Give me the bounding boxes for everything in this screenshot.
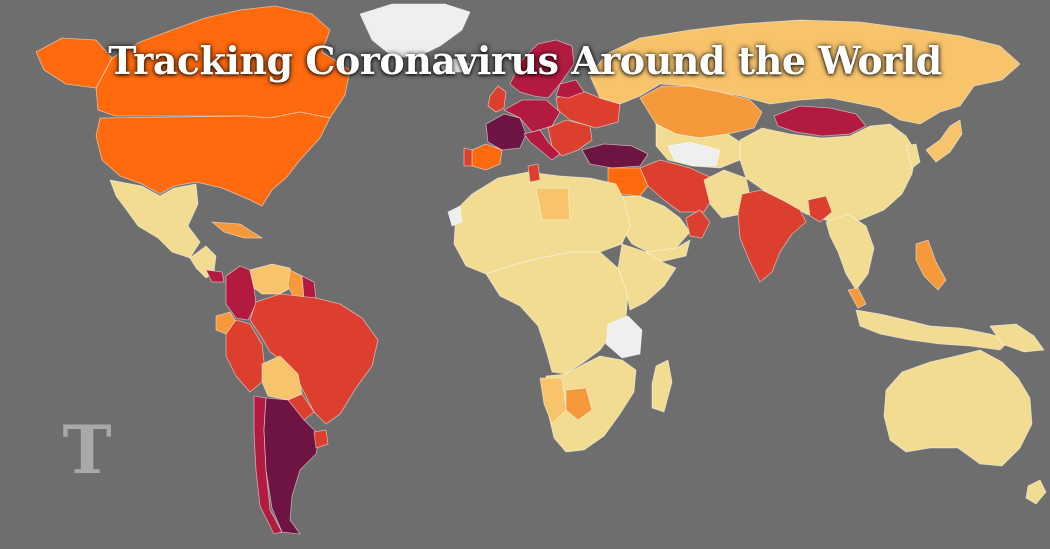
region-united-kingdom [487,85,507,113]
region-papua-new-guinea [989,323,1045,353]
region-balkans [547,119,593,157]
region-namibia [539,377,567,425]
region-alaska [35,37,113,89]
region-north-africa [453,171,631,275]
region-france [485,113,527,151]
region-bangladesh [807,195,833,223]
region-central-europe [503,99,561,133]
region-turkey [581,143,649,169]
region-portugal [463,147,473,167]
region-panama [205,269,225,283]
region-caucasus [667,141,721,167]
region-iran [639,159,715,213]
region-cuba [211,221,263,239]
region-baltics [555,79,585,99]
region-oman-uae [685,209,711,239]
region-uruguay [313,429,329,449]
region-philippines [915,239,947,291]
region-tunisia [527,163,541,183]
region-guyana [287,269,305,299]
region-morocco-west [447,205,463,227]
region-botswana [565,387,593,421]
region-spain [471,143,503,171]
region-tanzania [605,315,643,359]
region-malaysia [847,287,867,309]
region-mongolia [773,105,867,137]
page-title: Tracking Coronavirus Around the World [108,38,942,83]
region-mexico [109,179,201,259]
region-italy [523,129,561,161]
region-venezuela [249,263,295,295]
region-new-zealand [1025,479,1047,505]
region-australia [883,349,1033,467]
nyt-t-logo: T [62,411,112,489]
region-africa-central [485,251,629,375]
region-southern-africa [545,355,637,453]
region-indonesia [855,309,1011,351]
region-japan [925,119,963,163]
region-madagascar [651,359,673,413]
region-suriname [301,275,317,299]
region-southeast-asia [825,213,875,291]
region-libya [535,187,571,221]
region-iceland [439,57,471,73]
region-greenland [359,3,471,59]
region-korea-japan [905,143,921,169]
region-india [737,189,807,283]
region-scandinavia [509,39,575,99]
region-argentina [263,397,321,535]
region-united-states [95,111,331,207]
region-horn-of-africa [617,243,677,311]
